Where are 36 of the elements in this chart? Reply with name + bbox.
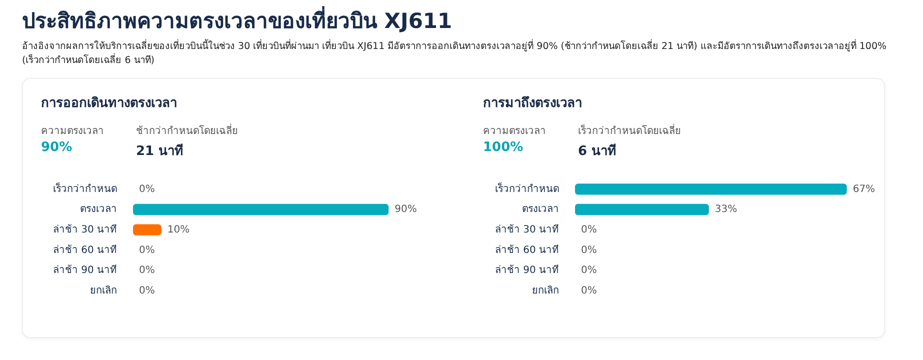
text: อ้างอิงจากผลการให้บริการเฉลี่ยของเที่ยวบินนี้ในช่วง 30 เที่ยวบินที่ผ่านมา เที่ยวบิน XJ611 มีอัตราการออกเดินทางตรงเวลาอยู่ที่ 90% (ช้ากว่ากำหนดโดยเฉลี่ย 21 นาที) และมีอัตราการเดินทางถึงตรงเวลาอยู่ที่ 100% (เร็วกว่ากำหนดโดยเฉลี่ย 6 นาที) [22, 40, 888, 68]
data-label: 0% [581, 244, 597, 256]
text: ความตรงเวลา [483, 125, 547, 138]
y-tick-label: ล่าช้า 30 นาที [494, 223, 559, 236]
data-label: 90% [394, 204, 417, 216]
text: 6 นาที [578, 142, 618, 161]
y-tick-label: ตรงเวลา [80, 204, 117, 216]
y-tick-label: ล่าช้า 30 นาที [52, 223, 117, 236]
y-tick-label: ตรงเวลา [522, 204, 559, 216]
data-label: 0% [139, 184, 155, 195]
y-tick-label: ล่าช้า 60 นาที [494, 244, 559, 256]
data-label: 67% [852, 184, 876, 195]
text: ช้ากว่ากำหนดโดยเฉลี่ย [136, 123, 239, 138]
data-label: 0% [581, 265, 597, 276]
chart-title: การมาถึงตรงเวลา [483, 95, 583, 113]
y-tick-label: ยกเลิก [532, 285, 559, 296]
y-tick-label: ล่าช้า 60 นาที [52, 244, 117, 256]
data-label: 0% [581, 224, 597, 236]
data-label: 10% [167, 224, 190, 236]
y-tick-label: เร็วกว่ากำหนด [53, 180, 117, 195]
chart-title: การออกเดินทางตรงเวลา [41, 95, 178, 113]
text: ประสิทธิภาพความตรงเวลาของเที่ยวบิน XJ611 [22, 6, 454, 35]
data-label: 33% [714, 204, 738, 216]
y-tick-label: เร็วกว่ากำหนด [495, 180, 559, 195]
y-tick-label: ล่าช้า 90 นาที [494, 264, 559, 276]
data-label: 0% [139, 244, 155, 256]
data-label: 0% [139, 285, 155, 296]
text: 100% [483, 140, 524, 157]
data-label: 0% [581, 285, 597, 296]
y-tick-label: ยกเลิก [90, 285, 117, 296]
text: 21 นาที [136, 142, 185, 161]
text: เร็วกว่ากำหนดโดยเฉลี่ย [578, 123, 682, 138]
text: ความตรงเวลา [41, 125, 105, 138]
y-tick-label: ล่าช้า 90 นาที [52, 264, 117, 276]
text: 90% [41, 140, 74, 157]
data-label: 0% [139, 265, 155, 276]
